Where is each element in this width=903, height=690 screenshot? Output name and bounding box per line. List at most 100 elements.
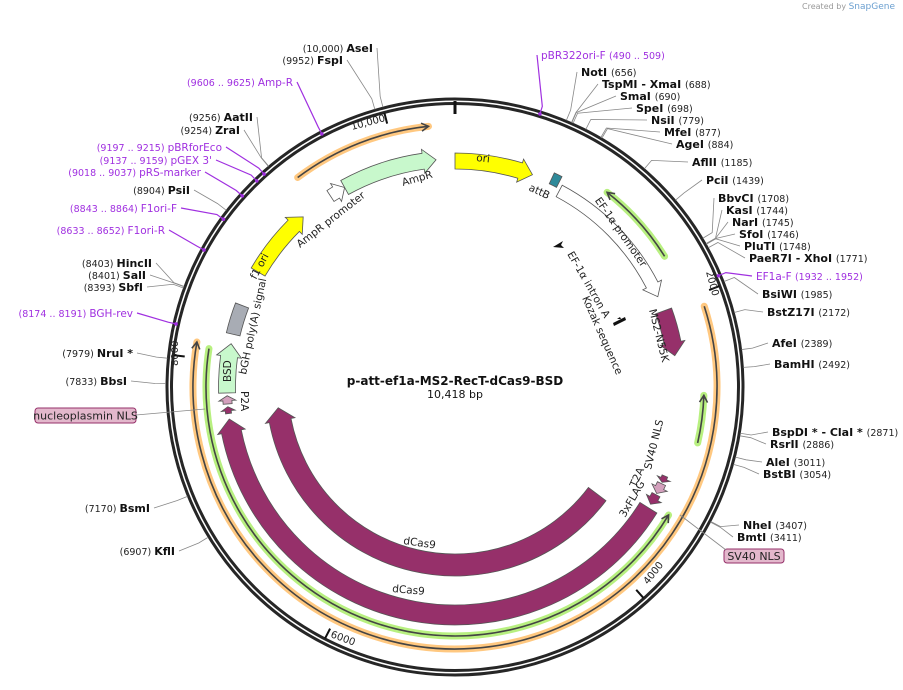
backbone	[165, 97, 745, 677]
site-position: (2389)	[801, 339, 833, 350]
feature-3xflag[interactable]	[645, 492, 663, 505]
site-position: (884)	[708, 140, 734, 151]
site-label[interactable]: NheI (3407)	[743, 519, 807, 532]
site-label[interactable]: KasI (1744)	[726, 204, 788, 217]
site-label[interactable]: (9256) AatII	[189, 111, 253, 124]
nucleoplasmin-nls-label[interactable]: nucleoplasmin NLS	[33, 410, 138, 423]
site-label[interactable]: BbvCI (1708)	[718, 192, 789, 205]
site-label[interactable]: BmtI (3411)	[737, 531, 802, 544]
primer-label[interactable]: (8174 .. 8191) BGH-rev	[19, 308, 133, 320]
site-label[interactable]: (7833) BbsI	[65, 375, 127, 388]
site-position: (8401)	[88, 271, 123, 282]
site-label[interactable]: (8401) SalI	[88, 269, 146, 282]
site-label[interactable]: PaeR7I - XhoI (1771)	[749, 252, 867, 265]
primer-label[interactable]: EF1a-F (1932 .. 1952)	[756, 271, 863, 283]
site-label[interactable]: (6907) KflI	[120, 545, 175, 558]
orf-line	[606, 191, 666, 257]
site-label[interactable]: (9254) ZraI	[180, 124, 240, 137]
feature-t2a[interactable]	[651, 481, 669, 494]
site-label[interactable]: MfeI (877)	[664, 126, 721, 139]
site-label[interactable]: SmaI (690)	[620, 90, 680, 103]
feature-attb[interactable]	[548, 172, 563, 188]
site-name: BbvCI	[718, 192, 757, 205]
primer-binding-mark	[240, 194, 245, 198]
label-dcas9-outer: dCas9	[392, 583, 426, 598]
feature-dcas9-inner-[interactable]	[264, 407, 607, 577]
site-label[interactable]: (9952) FspI	[282, 54, 343, 67]
site-label[interactable]: AleI (3011)	[766, 456, 825, 469]
site-label[interactable]: NarI (1745)	[732, 216, 794, 229]
site-position: (7979)	[62, 349, 97, 360]
site-label[interactable]: (8904) PsiI	[133, 184, 190, 197]
feature-sv40-nls[interactable]	[656, 474, 672, 483]
feature-p2a[interactable]	[217, 395, 238, 405]
site-label[interactable]: PluTI (1748)	[744, 240, 811, 253]
feature-ef-1-promoter[interactable]	[555, 184, 663, 298]
feature-nucleoplasmin-nls[interactable]	[219, 406, 237, 415]
feature-ms2-n55k[interactable]	[655, 307, 686, 357]
nucleoplasmin-nls-box[interactable]	[34, 407, 137, 424]
site-label[interactable]: (10,000) AseI	[303, 42, 373, 55]
site-label[interactable]: AgeI (884)	[676, 138, 733, 151]
site-label[interactable]: PciI (1439)	[706, 174, 764, 187]
site-label[interactable]: NsiI (779)	[651, 114, 704, 127]
site-label[interactable]: AflII (1185)	[692, 156, 752, 169]
site-name: KflI	[154, 545, 175, 558]
site-label[interactable]: BstBI (3054)	[763, 468, 831, 481]
site-leader-line	[376, 47, 384, 108]
site-label[interactable]: TspMI - XmaI (688)	[602, 78, 711, 91]
site-name: SbfI	[118, 281, 143, 294]
feature-ampr[interactable]	[340, 148, 437, 196]
feature-bgh-poly-a-signal[interactable]	[225, 302, 250, 337]
site-label[interactable]: NotI (656)	[581, 66, 637, 79]
site-name: PluTI	[744, 240, 779, 253]
primer-label[interactable]: (8843 .. 8864) F1ori-F	[70, 203, 177, 215]
site-label[interactable]: BstZ17I (2172)	[767, 306, 850, 319]
feature-ori[interactable]	[454, 152, 534, 183]
primer-leader-line	[296, 81, 323, 135]
sv40-nls-box[interactable]	[723, 548, 785, 564]
site-label[interactable]: AfeI (2389)	[772, 337, 832, 350]
site-label[interactable]: (7979) NruI *	[62, 347, 133, 360]
site-label[interactable]: SfoI (1746)	[739, 228, 799, 241]
site-position: (2492)	[818, 360, 850, 371]
primer-label[interactable]: (9197 .. 9215) pBRforEco	[97, 142, 222, 154]
primer-binding-mark	[538, 112, 542, 116]
site-name: MfeI	[664, 126, 695, 139]
site-name: HincII	[116, 257, 152, 270]
site-name: NheI	[743, 519, 775, 532]
feature-f1-ori[interactable]	[250, 216, 304, 277]
primer-name: pRS-marker	[139, 167, 202, 179]
site-leader-line	[743, 363, 771, 368]
site-label[interactable]: BspDI * - ClaI * (2871)	[772, 426, 898, 439]
intron-marker-icon	[553, 241, 564, 248]
leader-lines	[130, 47, 771, 552]
site-label[interactable]: SpeI (698)	[636, 102, 693, 115]
site-name: AflII	[692, 156, 721, 169]
sv40-nls-label[interactable]: SV40 NLS	[727, 550, 780, 563]
primer-label[interactable]: (9018 .. 9037) pRS-marker	[68, 167, 201, 179]
site-label[interactable]: (8393) SbfI	[84, 281, 143, 294]
site-label[interactable]: BsiWI (1985)	[762, 288, 832, 301]
primer-label[interactable]: (9137 .. 9159) pGEX 3'	[100, 155, 212, 167]
plasmid-length: 10,418 bp	[427, 388, 483, 401]
primer-position: (9606 .. 9625)	[187, 78, 258, 89]
site-leader-line	[735, 456, 763, 463]
primer-position: (9137 .. 9159)	[100, 156, 171, 167]
site-leader-line	[256, 116, 269, 167]
primer-leader-line	[536, 54, 543, 115]
site-label[interactable]: RsrII (2886)	[770, 438, 834, 451]
primer-label[interactable]: (8633 .. 8652) F1ori-R	[57, 225, 165, 237]
site-label[interactable]: (7170) BsmI	[85, 502, 150, 515]
site-label[interactable]: BamHI (2492)	[774, 358, 850, 371]
site-label[interactable]: (8403) HincII	[82, 257, 152, 270]
credit-prefix: Created by	[802, 2, 847, 11]
site-position: (779)	[678, 116, 704, 127]
feature-dcas9-outer-[interactable]	[216, 418, 658, 626]
feature-bsd[interactable]	[215, 343, 243, 394]
feature-ampr-promoter[interactable]	[326, 182, 346, 203]
site-leader-line	[600, 127, 661, 138]
primer-label[interactable]: pBR322ori-F (490 .. 509)	[541, 50, 665, 62]
primer-label[interactable]: (9606 .. 9625) Amp-R	[187, 77, 293, 89]
orf-line	[297, 125, 429, 179]
